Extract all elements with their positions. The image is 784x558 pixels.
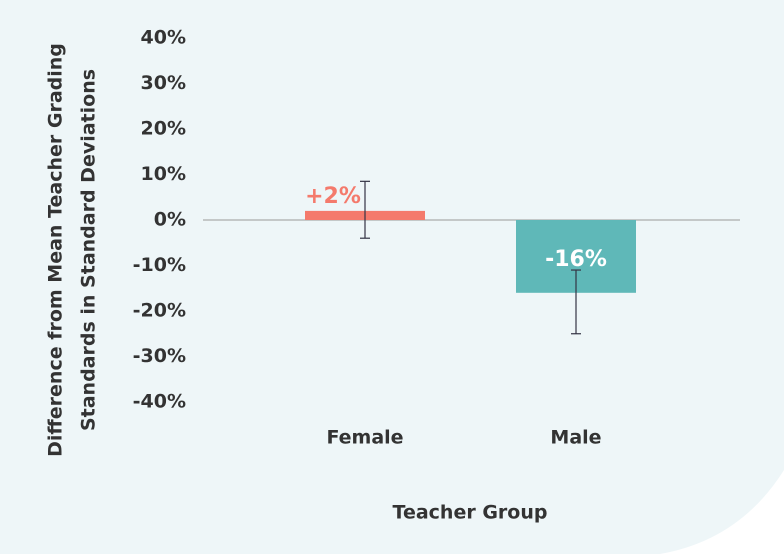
- x-tick-label: Female: [326, 427, 403, 449]
- y-tick-label: 20%: [141, 118, 186, 140]
- x-axis-title: Teacher Group: [393, 502, 548, 524]
- value-label: +2%: [305, 184, 361, 209]
- y-tick-label: -30%: [133, 345, 186, 367]
- y-tick-label: -10%: [133, 254, 186, 276]
- y-tick-label: 30%: [141, 72, 186, 94]
- y-tick-label: -40%: [133, 391, 186, 413]
- y-tick-label: 40%: [141, 27, 186, 49]
- value-label: -16%: [545, 247, 607, 272]
- y-tick-label: -20%: [133, 300, 186, 322]
- y-axis-title: Standards in Standard Deviations: [78, 69, 100, 431]
- x-tick-label: Male: [550, 427, 601, 449]
- y-tick-label: 0%: [154, 209, 186, 231]
- y-tick-label: 10%: [141, 163, 186, 185]
- y-axis-title: Difference from Mean Teacher Grading: [45, 43, 67, 457]
